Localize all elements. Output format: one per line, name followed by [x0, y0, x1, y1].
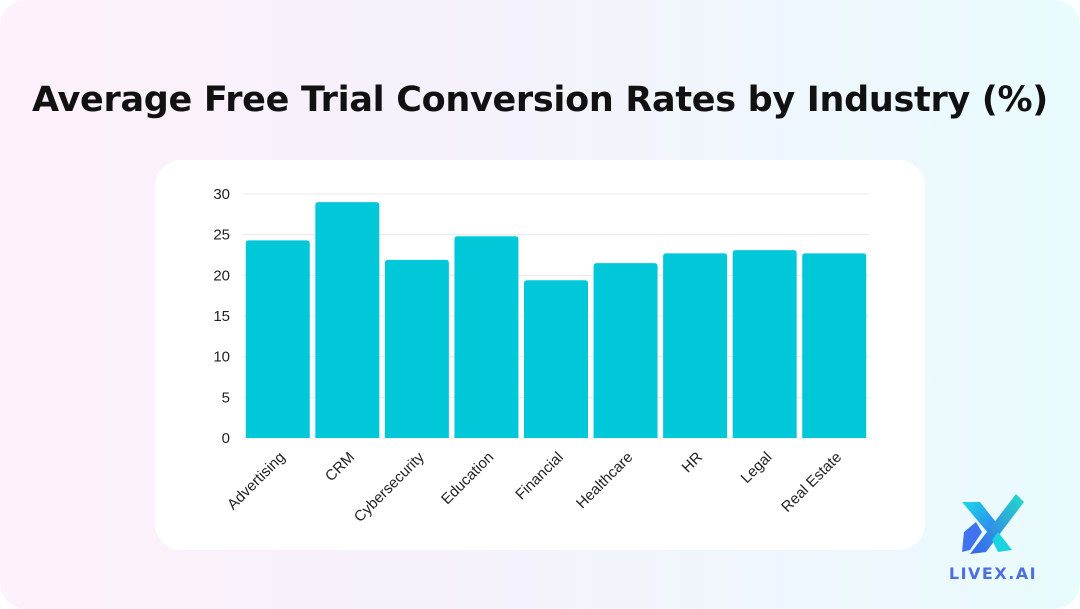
bar-hr: [663, 253, 728, 438]
x-tick-label: CRM: [322, 449, 358, 485]
bar-advertising: [245, 240, 310, 438]
chart-title: Average Free Trial Conversion Rates by I…: [32, 80, 1048, 120]
x-tick-label: Healthcare: [573, 449, 636, 512]
bar-financial: [524, 280, 588, 438]
x-tick-label: Real Estate: [778, 449, 845, 516]
y-tick-label: 25: [213, 227, 230, 244]
x-tick-label: Financial: [512, 449, 566, 503]
y-tick-label: 15: [213, 308, 230, 325]
y-tick-label: 10: [213, 349, 230, 366]
bar-legal: [732, 250, 797, 438]
bar-cybersecurity: [384, 259, 449, 438]
bar-education: [454, 236, 519, 438]
x-tick-label: HR: [679, 449, 706, 476]
x-tick-label: Education: [438, 449, 497, 508]
y-tick-label: 30: [213, 186, 230, 203]
x-tick-label: Cybersecurity: [351, 448, 428, 525]
x-tick-label: Advertising: [224, 449, 288, 513]
bar-real-estate: [802, 253, 867, 438]
y-tick-label: 5: [222, 389, 230, 406]
brand-logo: LIVEX.AI: [948, 492, 1038, 584]
bar-healthcare: [593, 263, 658, 438]
x-tick-label: Legal: [738, 449, 776, 487]
y-tick-label: 20: [213, 267, 230, 284]
y-tick-label: 0: [222, 430, 230, 447]
brand-name: LIVEX.AI: [948, 564, 1038, 583]
bar-crm: [315, 202, 380, 438]
chart-card: 0 5 10 15 20 25 30 Advertising CRM Cybersecurity E…: [155, 160, 925, 550]
livex-logo-icon: [962, 494, 1024, 554]
